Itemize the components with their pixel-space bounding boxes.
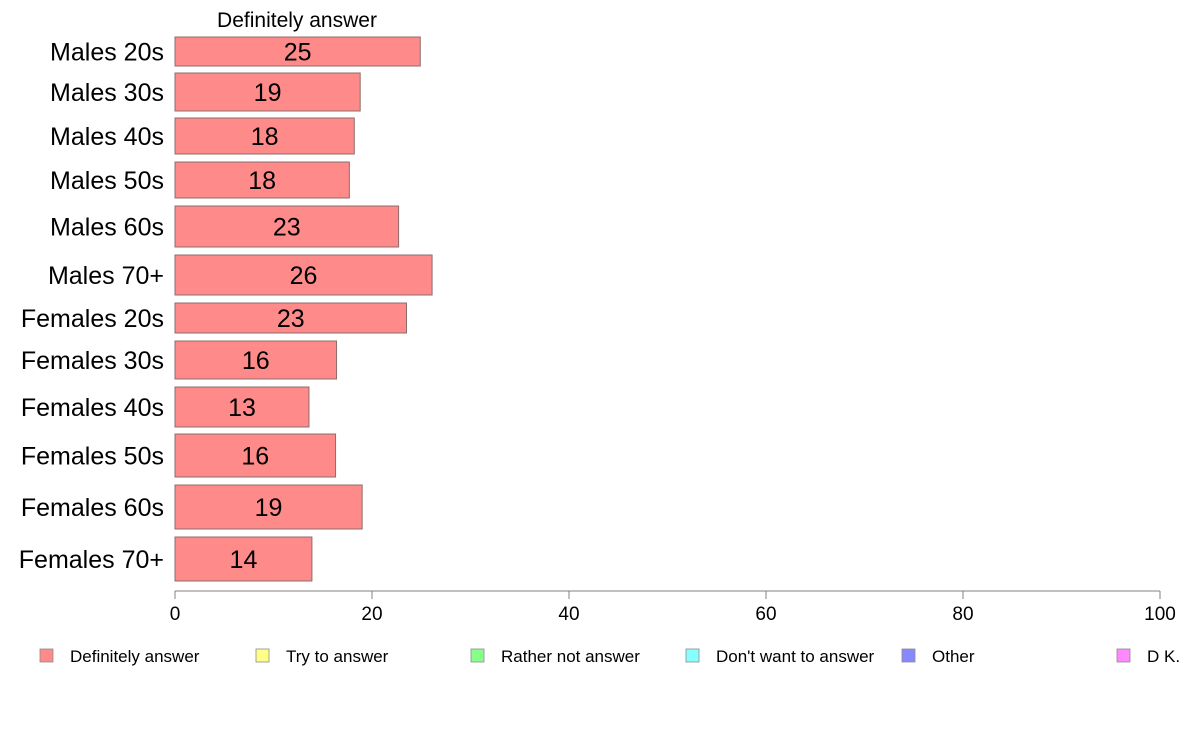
bar-5 (174, 254, 433, 296)
bar-6 (174, 302, 407, 334)
legend-swatch (1116, 648, 1131, 663)
data-label: 19 (255, 494, 283, 522)
category-label: Males 30s (50, 79, 164, 107)
category-label: Males 60s (50, 214, 164, 242)
bar-1 (174, 72, 361, 112)
bars-group: Males 20s 25 Males 30s 19 Males 40s 18 Males 5… (19, 36, 433, 582)
x-tick-label: 0 (170, 604, 181, 625)
legend-swatch (901, 648, 916, 663)
data-label: 13 (228, 394, 256, 422)
category-label: Females 60s (21, 494, 164, 522)
x-tick-label: 80 (952, 604, 973, 625)
x-tick-label: 20 (361, 604, 382, 625)
column-header: Definitely answer (217, 9, 377, 32)
bar-11 (174, 536, 313, 582)
legend-swatch (255, 648, 270, 663)
legend-label: Definitely answer (70, 647, 200, 666)
legend-label: Try to answer (286, 647, 389, 666)
data-label: 16 (242, 347, 270, 375)
legend-label: Rather not answer (501, 647, 640, 666)
data-label: 18 (251, 123, 279, 151)
category-label: Males 70+ (48, 262, 164, 290)
data-label: 18 (248, 167, 276, 195)
bar-7 (174, 340, 338, 380)
data-label: 14 (230, 546, 258, 574)
bar-4 (174, 205, 400, 248)
category-label: Females 50s (21, 443, 164, 471)
data-label: 25 (284, 39, 312, 67)
x-axis: 0 20 40 60 80 100 (170, 590, 1176, 625)
bar-2 (174, 117, 355, 155)
bar-9 (174, 433, 337, 478)
x-tick-label: 40 (558, 604, 579, 625)
legend-label: Other (932, 647, 975, 666)
category-label: Males 20s (50, 39, 164, 67)
legend: Definitely answer Try to answer Rather not… (39, 647, 1180, 666)
category-label: Females 30s (21, 347, 164, 375)
data-label: 23 (273, 214, 301, 242)
category-label: Males 40s (50, 123, 164, 151)
category-label: Females 40s (21, 394, 164, 422)
bar-10 (174, 484, 363, 530)
category-label: Males 50s (50, 167, 164, 195)
category-label: Females 70+ (19, 546, 164, 574)
bar-8 (174, 386, 310, 428)
x-tick-label: 100 (1144, 604, 1176, 625)
legend-label: Don't want to answer (716, 647, 875, 666)
data-label: 26 (290, 262, 318, 290)
data-label: 19 (254, 79, 282, 107)
legend-swatch (470, 648, 485, 663)
category-label: Females 20s (21, 305, 164, 333)
legend-label: D K. (1147, 647, 1180, 666)
data-label: 23 (277, 305, 305, 333)
legend-swatch (39, 648, 54, 663)
bar-3 (174, 161, 350, 199)
bar-0 (174, 36, 421, 67)
x-tick-label: 60 (755, 604, 776, 625)
legend-swatch (685, 648, 700, 663)
data-label: 16 (241, 443, 269, 471)
